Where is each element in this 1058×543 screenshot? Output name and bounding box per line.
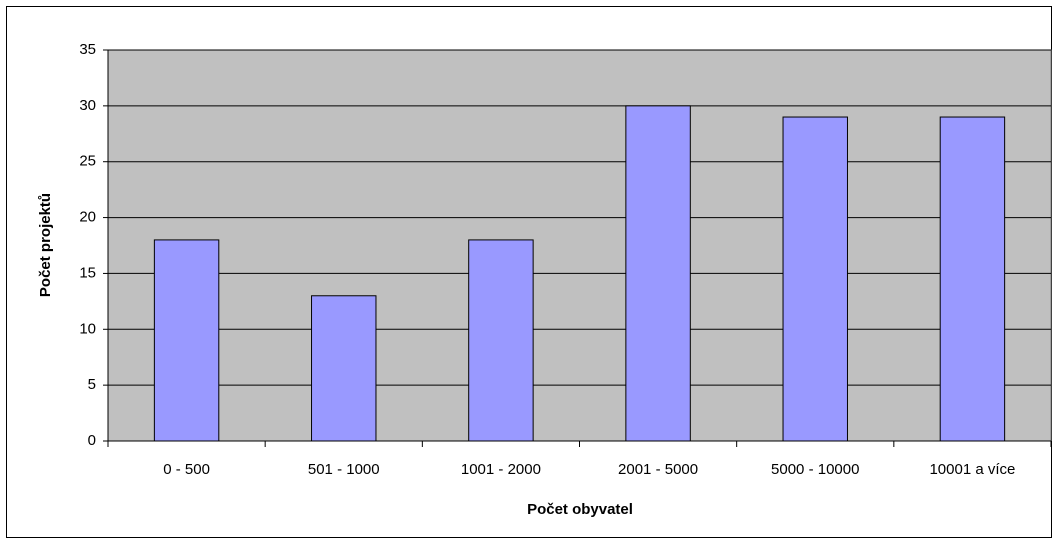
bar: [468, 239, 534, 442]
x-tick-label: 0 - 500: [163, 461, 210, 478]
y-tick-label: 0: [88, 432, 96, 449]
bar: [782, 116, 848, 442]
y-tick-label: 10: [79, 320, 96, 337]
y-tick-label: 30: [79, 97, 96, 114]
x-tick-label: 5000 - 10000: [771, 461, 859, 478]
y-tick-label: 20: [79, 209, 96, 226]
x-axis-title: Počet obyvatel: [527, 501, 633, 518]
y-tick-label: 15: [79, 264, 96, 281]
x-tick-label: 2001 - 5000: [618, 461, 698, 478]
bar: [625, 105, 691, 442]
y-tick-label: 35: [79, 41, 96, 58]
plot-area: [107, 49, 1052, 442]
x-tick-label: 1001 - 2000: [461, 461, 541, 478]
y-tick-label: 25: [79, 153, 96, 170]
bar: [939, 116, 1006, 442]
x-tick-label: 10001 a více: [929, 461, 1015, 478]
bar: [311, 295, 377, 442]
y-axis-title: Počet projektů: [37, 193, 54, 297]
bar: [153, 239, 220, 442]
y-tick-label: 5: [88, 376, 96, 393]
x-tick-label: 501 - 1000: [308, 461, 380, 478]
